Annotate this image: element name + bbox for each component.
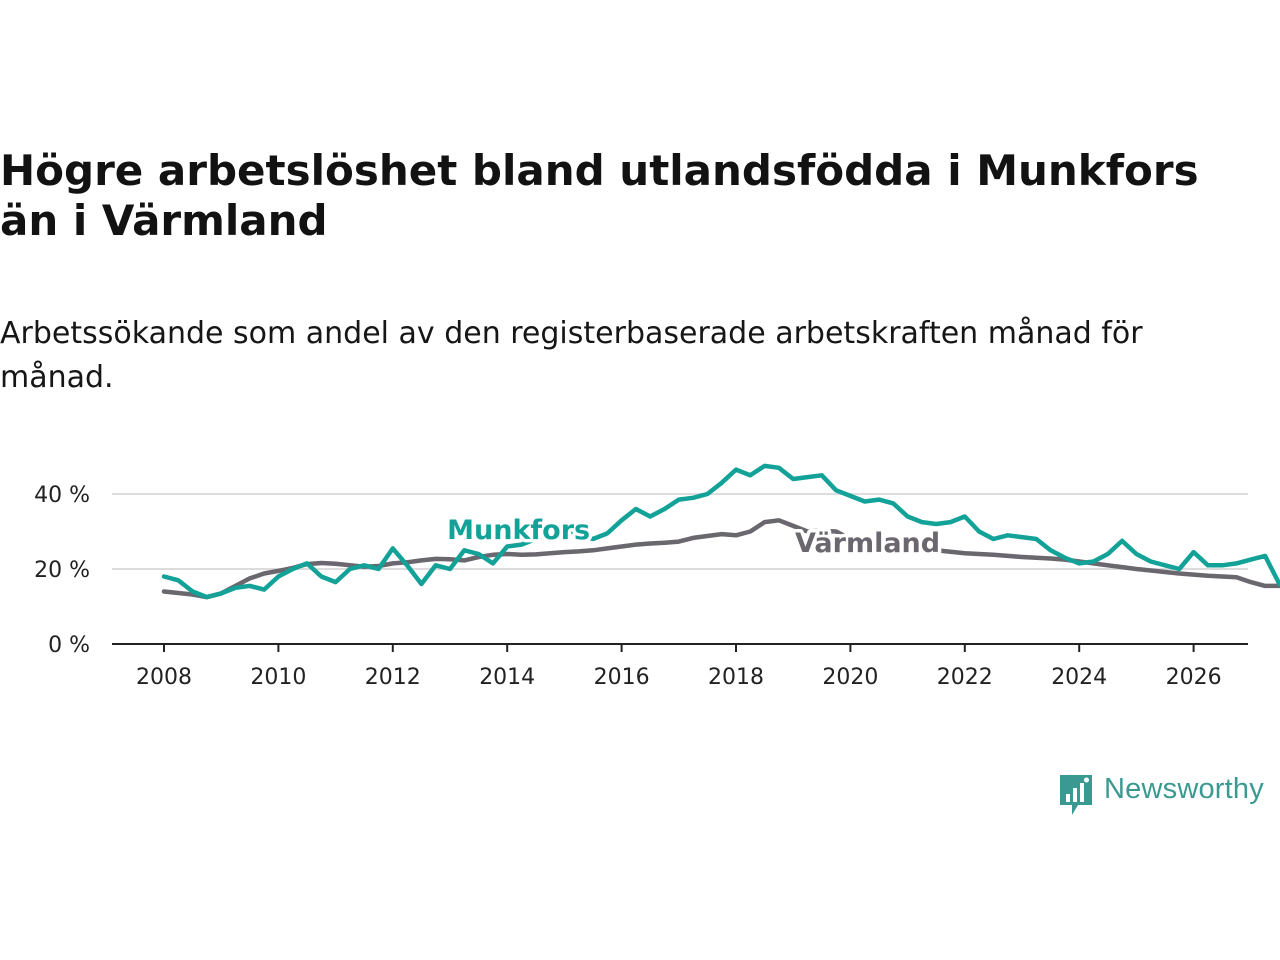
y-tick-label: 0 % (48, 633, 90, 658)
series-label-värmland: Värmland (795, 528, 940, 559)
x-tick-label: 2010 (250, 665, 306, 690)
y-tick-label: 20 % (34, 558, 90, 583)
annotations: MunkforsVärmland14,1 %19,4 % (444, 512, 944, 563)
y-tick-label: 40 % (34, 483, 90, 508)
newsworthy-logo: Newsworthy (1058, 772, 1280, 820)
newsworthy-logo-icon (1060, 775, 1092, 815)
chart-title: Högre arbetslöshet bland utlandsfödda i … (0, 146, 1199, 245)
series-label-munkfors: Munkfors (447, 515, 590, 546)
x-tick-label: 2026 (1166, 665, 1222, 690)
gridlines (112, 493, 1248, 570)
x-tick-label: 2018 (708, 665, 764, 690)
chart-subtitle: Arbetssökande som andel av den registerb… (0, 316, 1143, 395)
x-tick-label: 2022 (937, 665, 993, 690)
x-tick-label: 2012 (365, 665, 421, 690)
line-chart: 0 % 20 % 40 % 2008 2010 2012 2014 2016 2018 2020 2… (34, 463, 1280, 690)
series-line-munkfors (161, 463, 1280, 600)
series-lines (161, 463, 1280, 600)
series-line-värmland (161, 518, 1280, 600)
axes: 0 % 20 % 40 % 2008 2010 2012 2014 2016 2018 2020 2… (34, 483, 1248, 690)
brand-name: Newsworthy (1104, 773, 1264, 805)
x-tick-label: 2014 (479, 665, 535, 690)
x-tick-label: 2024 (1051, 665, 1107, 690)
x-tick-label: 2020 (822, 665, 878, 690)
x-tick-label: 2008 (136, 665, 192, 690)
x-tick-label: 2016 (594, 665, 650, 690)
